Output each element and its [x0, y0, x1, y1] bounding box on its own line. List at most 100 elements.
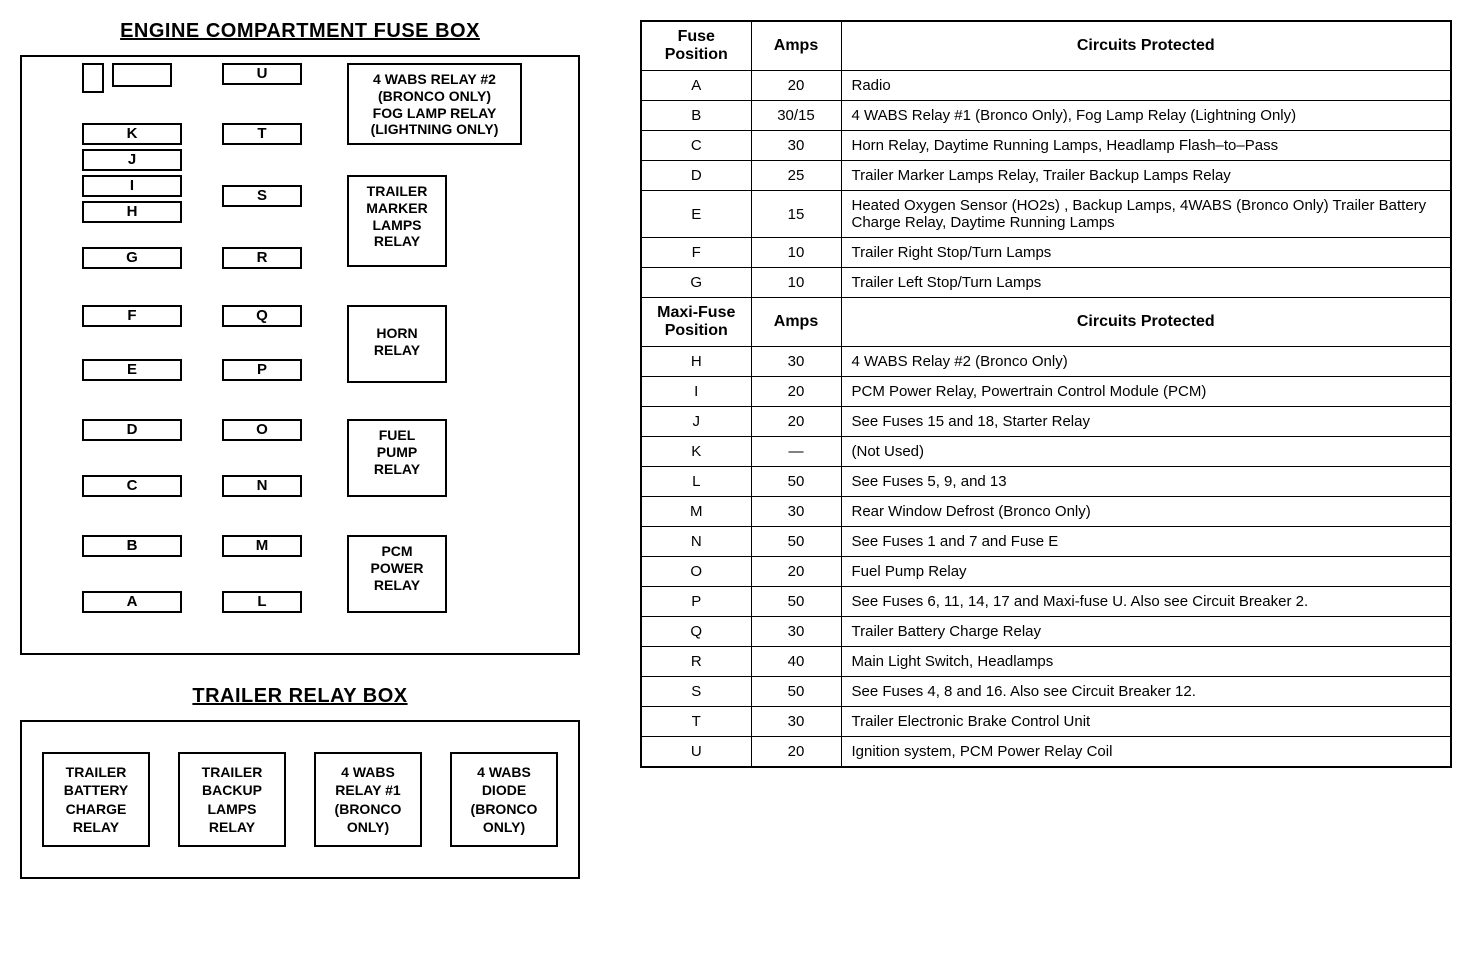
- cell-amps: 30: [751, 131, 841, 161]
- cell-amps: 10: [751, 268, 841, 298]
- table-row: J20See Fuses 15 and 18, Starter Relay: [641, 407, 1451, 437]
- col-maxifuse-position: Maxi-FusePosition: [641, 298, 751, 347]
- table-row: H304 WABS Relay #2 (Bronco Only): [641, 347, 1451, 377]
- fuse-slot-f: F: [82, 305, 182, 327]
- cell-amps: 30: [751, 707, 841, 737]
- table-row: O20Fuel Pump Relay: [641, 557, 1451, 587]
- fuse-slot-i: I: [82, 175, 182, 197]
- table-row: P50See Fuses 6, 11, 14, 17 and Maxi-fuse…: [641, 587, 1451, 617]
- table-row: B30/154 WABS Relay #1 (Bronco Only), Fog…: [641, 101, 1451, 131]
- table-row: U20Ignition system, PCM Power Relay Coil: [641, 737, 1451, 768]
- cell-amps: 30: [751, 617, 841, 647]
- col-circuits: Circuits Protected: [841, 298, 1451, 347]
- table-row: Q30Trailer Battery Charge Relay: [641, 617, 1451, 647]
- cell-position: S: [641, 677, 751, 707]
- cell-position: E: [641, 191, 751, 238]
- cell-circuits: Heated Oxygen Sensor (HO2s) , Backup Lam…: [841, 191, 1451, 238]
- cell-position: Q: [641, 617, 751, 647]
- fuse-table: FusePosition Amps Circuits Protected A20…: [640, 20, 1452, 768]
- cell-position: I: [641, 377, 751, 407]
- cell-amps: 20: [751, 557, 841, 587]
- fuse-slot-m: M: [222, 535, 302, 557]
- fuse-slot-a: A: [82, 591, 182, 613]
- col-amps: Amps: [751, 21, 841, 71]
- cell-position: L: [641, 467, 751, 497]
- cell-amps: 20: [751, 407, 841, 437]
- cell-circuits: See Fuses 4, 8 and 16. Also see Circuit …: [841, 677, 1451, 707]
- cell-circuits: Radio: [841, 71, 1451, 101]
- fuse-slot-p: P: [222, 359, 302, 381]
- cell-amps: 30: [751, 497, 841, 527]
- table-row: G10Trailer Left Stop/Turn Lamps: [641, 268, 1451, 298]
- cell-amps: 50: [751, 677, 841, 707]
- cell-circuits: Rear Window Defrost (Bronco Only): [841, 497, 1451, 527]
- table-row: E15Heated Oxygen Sensor (HO2s) , Backup …: [641, 191, 1451, 238]
- cell-amps: —: [751, 437, 841, 467]
- cell-amps: 30: [751, 347, 841, 377]
- cell-position: J: [641, 407, 751, 437]
- cell-circuits: Trailer Marker Lamps Relay, Trailer Back…: [841, 161, 1451, 191]
- relay-wabs2: 4 WABS RELAY #2(BRONCO ONLY)FOG LAMP REL…: [347, 63, 522, 145]
- col-circuits: Circuits Protected: [841, 21, 1451, 71]
- cell-position: F: [641, 238, 751, 268]
- table-row: S50See Fuses 4, 8 and 16. Also see Circu…: [641, 677, 1451, 707]
- fuse-slot-k: K: [82, 123, 182, 145]
- trailer-item: 4 WABSDIODE(BRONCOONLY): [450, 752, 558, 847]
- fuse-slot-q: Q: [222, 305, 302, 327]
- relay-fuel-pump: FUELPUMPRELAY: [347, 419, 447, 497]
- cell-circuits: (Not Used): [841, 437, 1451, 467]
- fuse-slot-h: H: [82, 201, 182, 223]
- relay-trailer-marker: TRAILERMARKERLAMPSRELAY: [347, 175, 447, 267]
- table-row: C30Horn Relay, Daytime Running Lamps, He…: [641, 131, 1451, 161]
- cell-position: K: [641, 437, 751, 467]
- fuse-slot-t: T: [222, 123, 302, 145]
- cell-circuits: Ignition system, PCM Power Relay Coil: [841, 737, 1451, 768]
- cell-circuits: Main Light Switch, Headlamps: [841, 647, 1451, 677]
- cell-position: A: [641, 71, 751, 101]
- engine-fuse-box: K J I H G F E D C B A U T S R Q P O N M …: [20, 55, 580, 655]
- cell-position: C: [641, 131, 751, 161]
- col-amps: Amps: [751, 298, 841, 347]
- fuse-slot-r: R: [222, 247, 302, 269]
- fuse-slot-u: U: [222, 63, 302, 85]
- cell-position: N: [641, 527, 751, 557]
- trailer-item: TRAILERBACKUPLAMPSRELAY: [178, 752, 286, 847]
- table-row: A20Radio: [641, 71, 1451, 101]
- cell-position: R: [641, 647, 751, 677]
- cell-position: O: [641, 557, 751, 587]
- cell-position: B: [641, 101, 751, 131]
- fuse-slot-o: O: [222, 419, 302, 441]
- fuse-slot-l: L: [222, 591, 302, 613]
- cell-amps: 50: [751, 587, 841, 617]
- table-row: M30Rear Window Defrost (Bronco Only): [641, 497, 1451, 527]
- cell-amps: 15: [751, 191, 841, 238]
- trailer-box-title: TRAILER RELAY BOX: [20, 685, 580, 708]
- cell-position: D: [641, 161, 751, 191]
- fuse-slot-e: E: [82, 359, 182, 381]
- col-fuse-position: FusePosition: [641, 21, 751, 71]
- cell-circuits: PCM Power Relay, Powertrain Control Modu…: [841, 377, 1451, 407]
- table-row: D25Trailer Marker Lamps Relay, Trailer B…: [641, 161, 1451, 191]
- cell-amps: 50: [751, 467, 841, 497]
- cell-amps: 20: [751, 737, 841, 768]
- table-row: T30Trailer Electronic Brake Control Unit: [641, 707, 1451, 737]
- cell-amps: 30/15: [751, 101, 841, 131]
- cell-circuits: 4 WABS Relay #2 (Bronco Only): [841, 347, 1451, 377]
- cell-circuits: Trailer Battery Charge Relay: [841, 617, 1451, 647]
- cell-circuits: Fuel Pump Relay: [841, 557, 1451, 587]
- blank-slot: [112, 63, 172, 87]
- fuse-slot-n: N: [222, 475, 302, 497]
- cell-amps: 40: [751, 647, 841, 677]
- cell-amps: 20: [751, 71, 841, 101]
- table-row: I20PCM Power Relay, Powertrain Control M…: [641, 377, 1451, 407]
- engine-box-title: ENGINE COMPARTMENT FUSE BOX: [20, 20, 580, 43]
- cell-amps: 25: [751, 161, 841, 191]
- cell-circuits: Trailer Right Stop/Turn Lamps: [841, 238, 1451, 268]
- fuse-slot-j: J: [82, 149, 182, 171]
- fuse-slot-s: S: [222, 185, 302, 207]
- cell-position: P: [641, 587, 751, 617]
- cell-circuits: See Fuses 6, 11, 14, 17 and Maxi-fuse U.…: [841, 587, 1451, 617]
- cell-amps: 50: [751, 527, 841, 557]
- fuse-slot-d: D: [82, 419, 182, 441]
- table-row: L50See Fuses 5, 9, and 13: [641, 467, 1451, 497]
